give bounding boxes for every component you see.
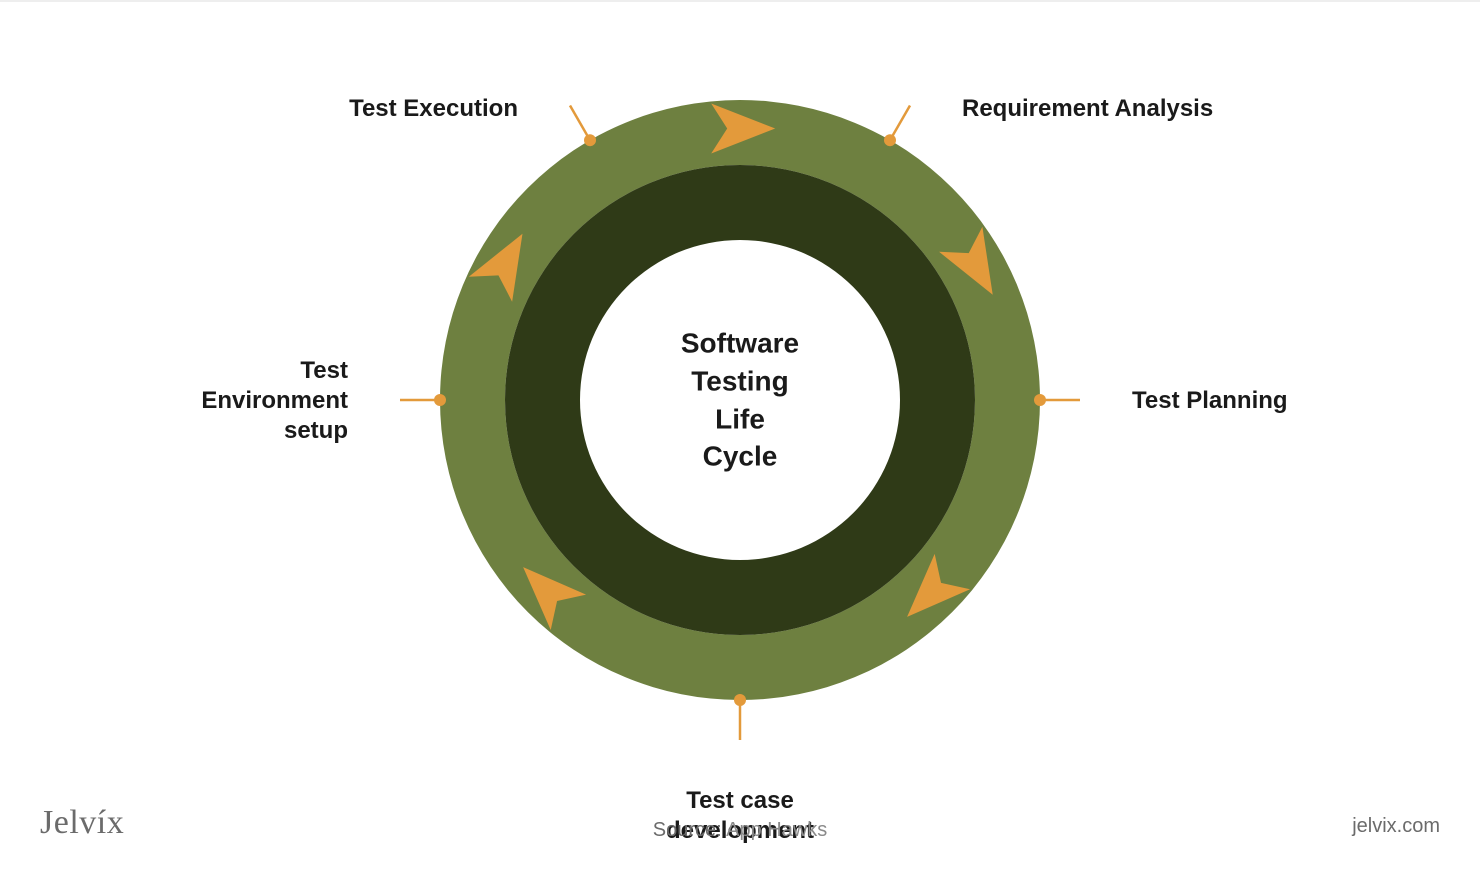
stage-label: Test Environment setup [201, 356, 348, 446]
brand-logo-text: Jelvíx [40, 804, 124, 842]
stage-label: Requirement Analysis [962, 94, 1213, 124]
cycle-diagram: Software Testing Life Cycle Requirement … [0, 0, 1480, 870]
connector-line [890, 106, 910, 141]
source-attribution: Source: App Hawks [653, 819, 828, 842]
connector-line [570, 106, 590, 141]
stage-label: Test Execution [349, 94, 518, 124]
brand-url: jelvix.com [1352, 815, 1440, 838]
diagram-center-title: Software Testing Life Cycle [681, 324, 799, 475]
stage-label: Test Planning [1132, 386, 1288, 416]
source-value: App Hawks [726, 819, 827, 841]
source-label: Source: [653, 819, 722, 841]
